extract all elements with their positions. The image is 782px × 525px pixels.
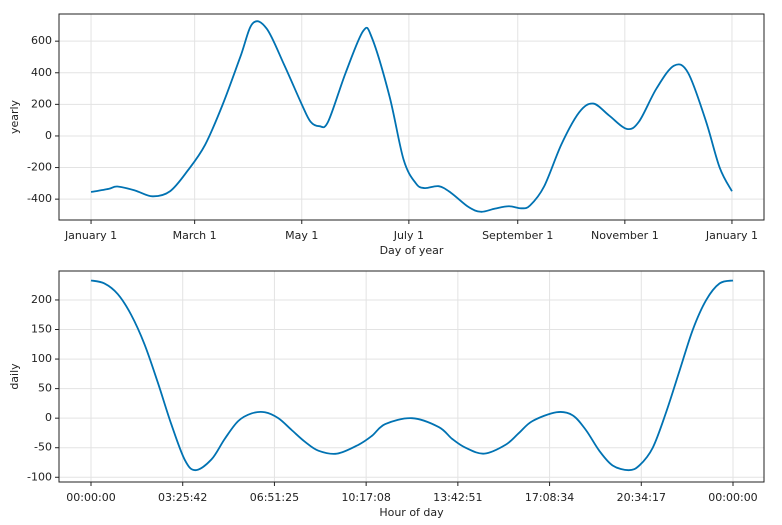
x-tick-label: 20:34:17 <box>617 491 666 504</box>
y-tick-label: 200 <box>31 293 52 306</box>
y-tick-label: -400 <box>27 192 52 205</box>
x-tick-label: September 1 <box>482 229 553 242</box>
y-tick-label: 600 <box>31 34 52 47</box>
x-tick-label: 10:17:08 <box>341 491 390 504</box>
y-axis-label: yearly <box>8 99 21 134</box>
x-axis-label: Day of year <box>380 244 444 257</box>
x-tick-label: 00:00:00 <box>66 491 115 504</box>
x-tick-label: 00:00:00 <box>708 491 757 504</box>
y-tick-label: 200 <box>31 97 52 110</box>
x-tick-label: July 1 <box>393 229 424 242</box>
x-tick-label: May 1 <box>285 229 318 242</box>
y-tick-label: 150 <box>31 323 52 336</box>
x-tick-label: 13:42:51 <box>433 491 482 504</box>
plot-frame <box>58 13 765 221</box>
x-tick-label: 06:51:25 <box>250 491 299 504</box>
y-tick-label: 100 <box>31 352 52 365</box>
y-tick-label: 0 <box>45 411 52 424</box>
y-axis-label: daily <box>8 363 21 390</box>
x-tick-label: January 1 <box>64 229 117 242</box>
y-tick-label: 0 <box>45 129 52 142</box>
x-tick-label: March 1 <box>173 229 217 242</box>
x-tick-label: 17:08:34 <box>525 491 574 504</box>
y-tick-label: -100 <box>27 470 52 483</box>
data-line <box>90 279 734 472</box>
plot-frame <box>58 270 765 483</box>
y-tick-label: 400 <box>31 66 52 79</box>
y-tick-label: -50 <box>34 441 52 454</box>
x-tick-label: 03:25:42 <box>158 491 207 504</box>
data-line <box>90 20 733 213</box>
x-tick-label: November 1 <box>591 229 659 242</box>
x-axis-label: Hour of day <box>379 506 444 519</box>
x-tick-label: January 1 <box>705 229 758 242</box>
y-tick-label: 50 <box>38 382 52 395</box>
y-tick-label: -200 <box>27 161 52 174</box>
